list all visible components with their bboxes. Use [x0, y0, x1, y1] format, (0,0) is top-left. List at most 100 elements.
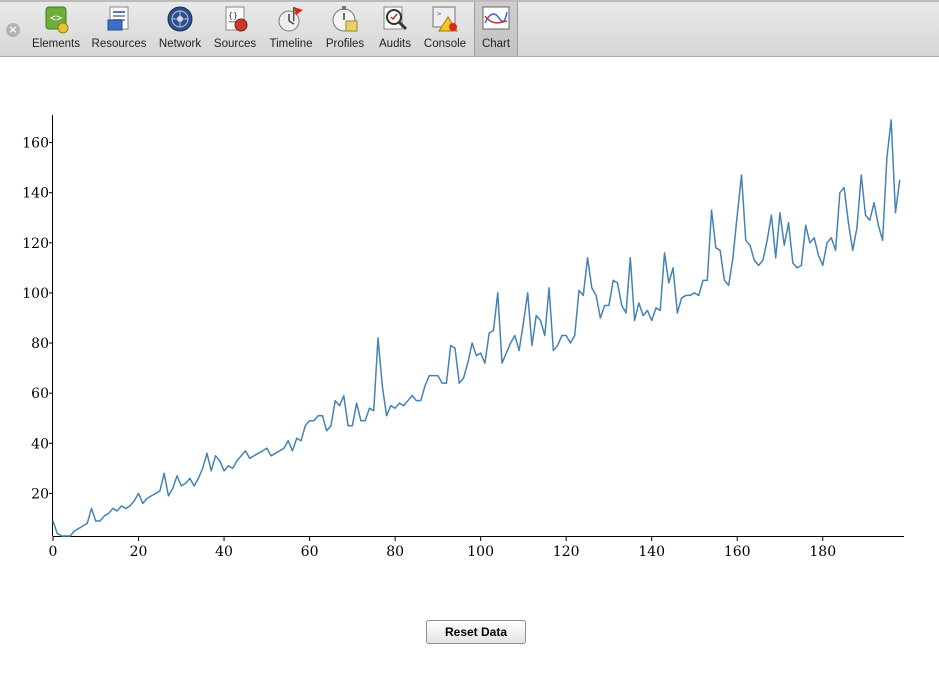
data-point	[856, 227, 858, 229]
data-point	[347, 425, 349, 427]
data-point	[775, 257, 777, 259]
data-point	[642, 314, 644, 317]
data-point	[471, 342, 473, 344]
data-point	[437, 375, 439, 377]
data-point	[364, 420, 366, 422]
data-point	[745, 239, 747, 241]
data-point	[321, 415, 324, 417]
data-point	[133, 500, 135, 502]
tab-chart-label: Chart	[481, 38, 511, 50]
data-point	[462, 377, 465, 379]
data-point	[403, 405, 405, 407]
data-point	[287, 440, 289, 442]
data-point	[227, 465, 229, 467]
data-point	[445, 382, 448, 384]
data-point	[116, 510, 118, 512]
data-point	[142, 502, 144, 505]
data-point	[668, 282, 670, 284]
elements-icon: <>	[45, 6, 69, 34]
data-point	[544, 334, 546, 337]
audits-icon	[383, 6, 408, 31]
data-point	[574, 334, 576, 337]
data-point	[651, 319, 653, 322]
data-point	[758, 264, 760, 266]
data-point	[415, 400, 418, 402]
data-point	[184, 482, 187, 484]
tab-elements-label: Elements	[32, 38, 80, 50]
data-point	[633, 319, 636, 322]
data-point	[95, 520, 97, 522]
data-point	[732, 257, 734, 259]
data-point	[308, 420, 311, 422]
data-point	[129, 505, 131, 507]
data-point	[834, 249, 837, 251]
data-point	[253, 455, 255, 457]
data-point	[99, 520, 101, 522]
data-point	[385, 415, 388, 417]
data-point	[616, 282, 619, 284]
data-point	[762, 259, 764, 261]
data-point	[163, 472, 165, 474]
toolbar-top-border	[0, 0, 939, 2]
x-tick-label: 120	[553, 544, 580, 558]
tab-timeline[interactable]: Timeline	[264, 4, 318, 54]
data-point	[90, 507, 93, 510]
data-point	[69, 535, 71, 537]
data-point	[740, 174, 743, 176]
tab-network[interactable]: Network	[154, 4, 206, 54]
data-point	[428, 375, 430, 377]
data-point	[155, 492, 157, 494]
data-point	[890, 119, 892, 121]
data-point	[509, 342, 512, 344]
data-point	[561, 334, 563, 337]
data-point	[702, 279, 704, 281]
data-point	[176, 475, 178, 477]
tab-resources[interactable]: Resources	[89, 4, 149, 54]
x-tick-label: 40	[215, 544, 233, 558]
data-point	[381, 385, 383, 387]
data-point	[390, 405, 392, 407]
data-point	[847, 222, 850, 224]
data-point	[249, 457, 251, 459]
data-point	[864, 214, 867, 216]
data-point	[830, 237, 832, 239]
data-point	[899, 179, 901, 181]
data-point	[232, 467, 234, 469]
timeline-icon	[278, 7, 303, 32]
data-point	[612, 279, 614, 281]
data-point	[715, 247, 717, 249]
data-point	[766, 239, 768, 241]
data-point	[197, 477, 199, 479]
data-point	[223, 470, 225, 472]
tab-console[interactable]: > Console	[421, 4, 469, 54]
y-axis-ticks: 20 40 60 80 100 120 140 160	[22, 136, 53, 502]
data-point	[360, 420, 362, 422]
tab-sources[interactable]: {} Sources	[211, 4, 259, 54]
x-tick-label: 60	[301, 544, 319, 558]
chart-icon	[482, 6, 510, 30]
close-button[interactable]: ×	[6, 23, 20, 37]
data-point	[629, 257, 631, 259]
y-tick-label: 40	[31, 436, 49, 452]
data-point	[599, 317, 601, 319]
tab-profiles[interactable]: Profiles	[322, 4, 368, 54]
tab-elements[interactable]: <> Elements	[29, 4, 83, 54]
data-point	[394, 407, 396, 409]
data-point	[728, 284, 730, 287]
data-point	[167, 495, 170, 497]
data-point	[800, 264, 802, 266]
data-point	[578, 289, 580, 292]
data-point	[300, 440, 302, 442]
data-point	[65, 535, 67, 537]
data-point	[805, 224, 807, 226]
y-tick-label: 140	[22, 186, 49, 202]
tab-chart[interactable]: Chart	[474, 2, 518, 56]
data-point	[146, 497, 148, 500]
data-point	[407, 400, 409, 402]
data-point	[770, 214, 773, 216]
data-point	[877, 224, 879, 226]
data-point	[539, 319, 542, 322]
tab-audits[interactable]: Audits	[374, 4, 416, 54]
reset-data-button[interactable]: Reset Data	[426, 620, 526, 644]
series-line	[52, 119, 901, 537]
